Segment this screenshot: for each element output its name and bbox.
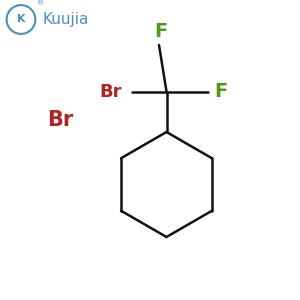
Text: F: F <box>154 22 167 41</box>
Text: F: F <box>214 82 227 101</box>
Text: Kuujia: Kuujia <box>42 12 88 27</box>
Text: Br: Br <box>47 110 74 130</box>
Text: Br: Br <box>99 82 122 100</box>
Text: ®: ® <box>37 1 44 7</box>
Text: K: K <box>17 14 25 25</box>
